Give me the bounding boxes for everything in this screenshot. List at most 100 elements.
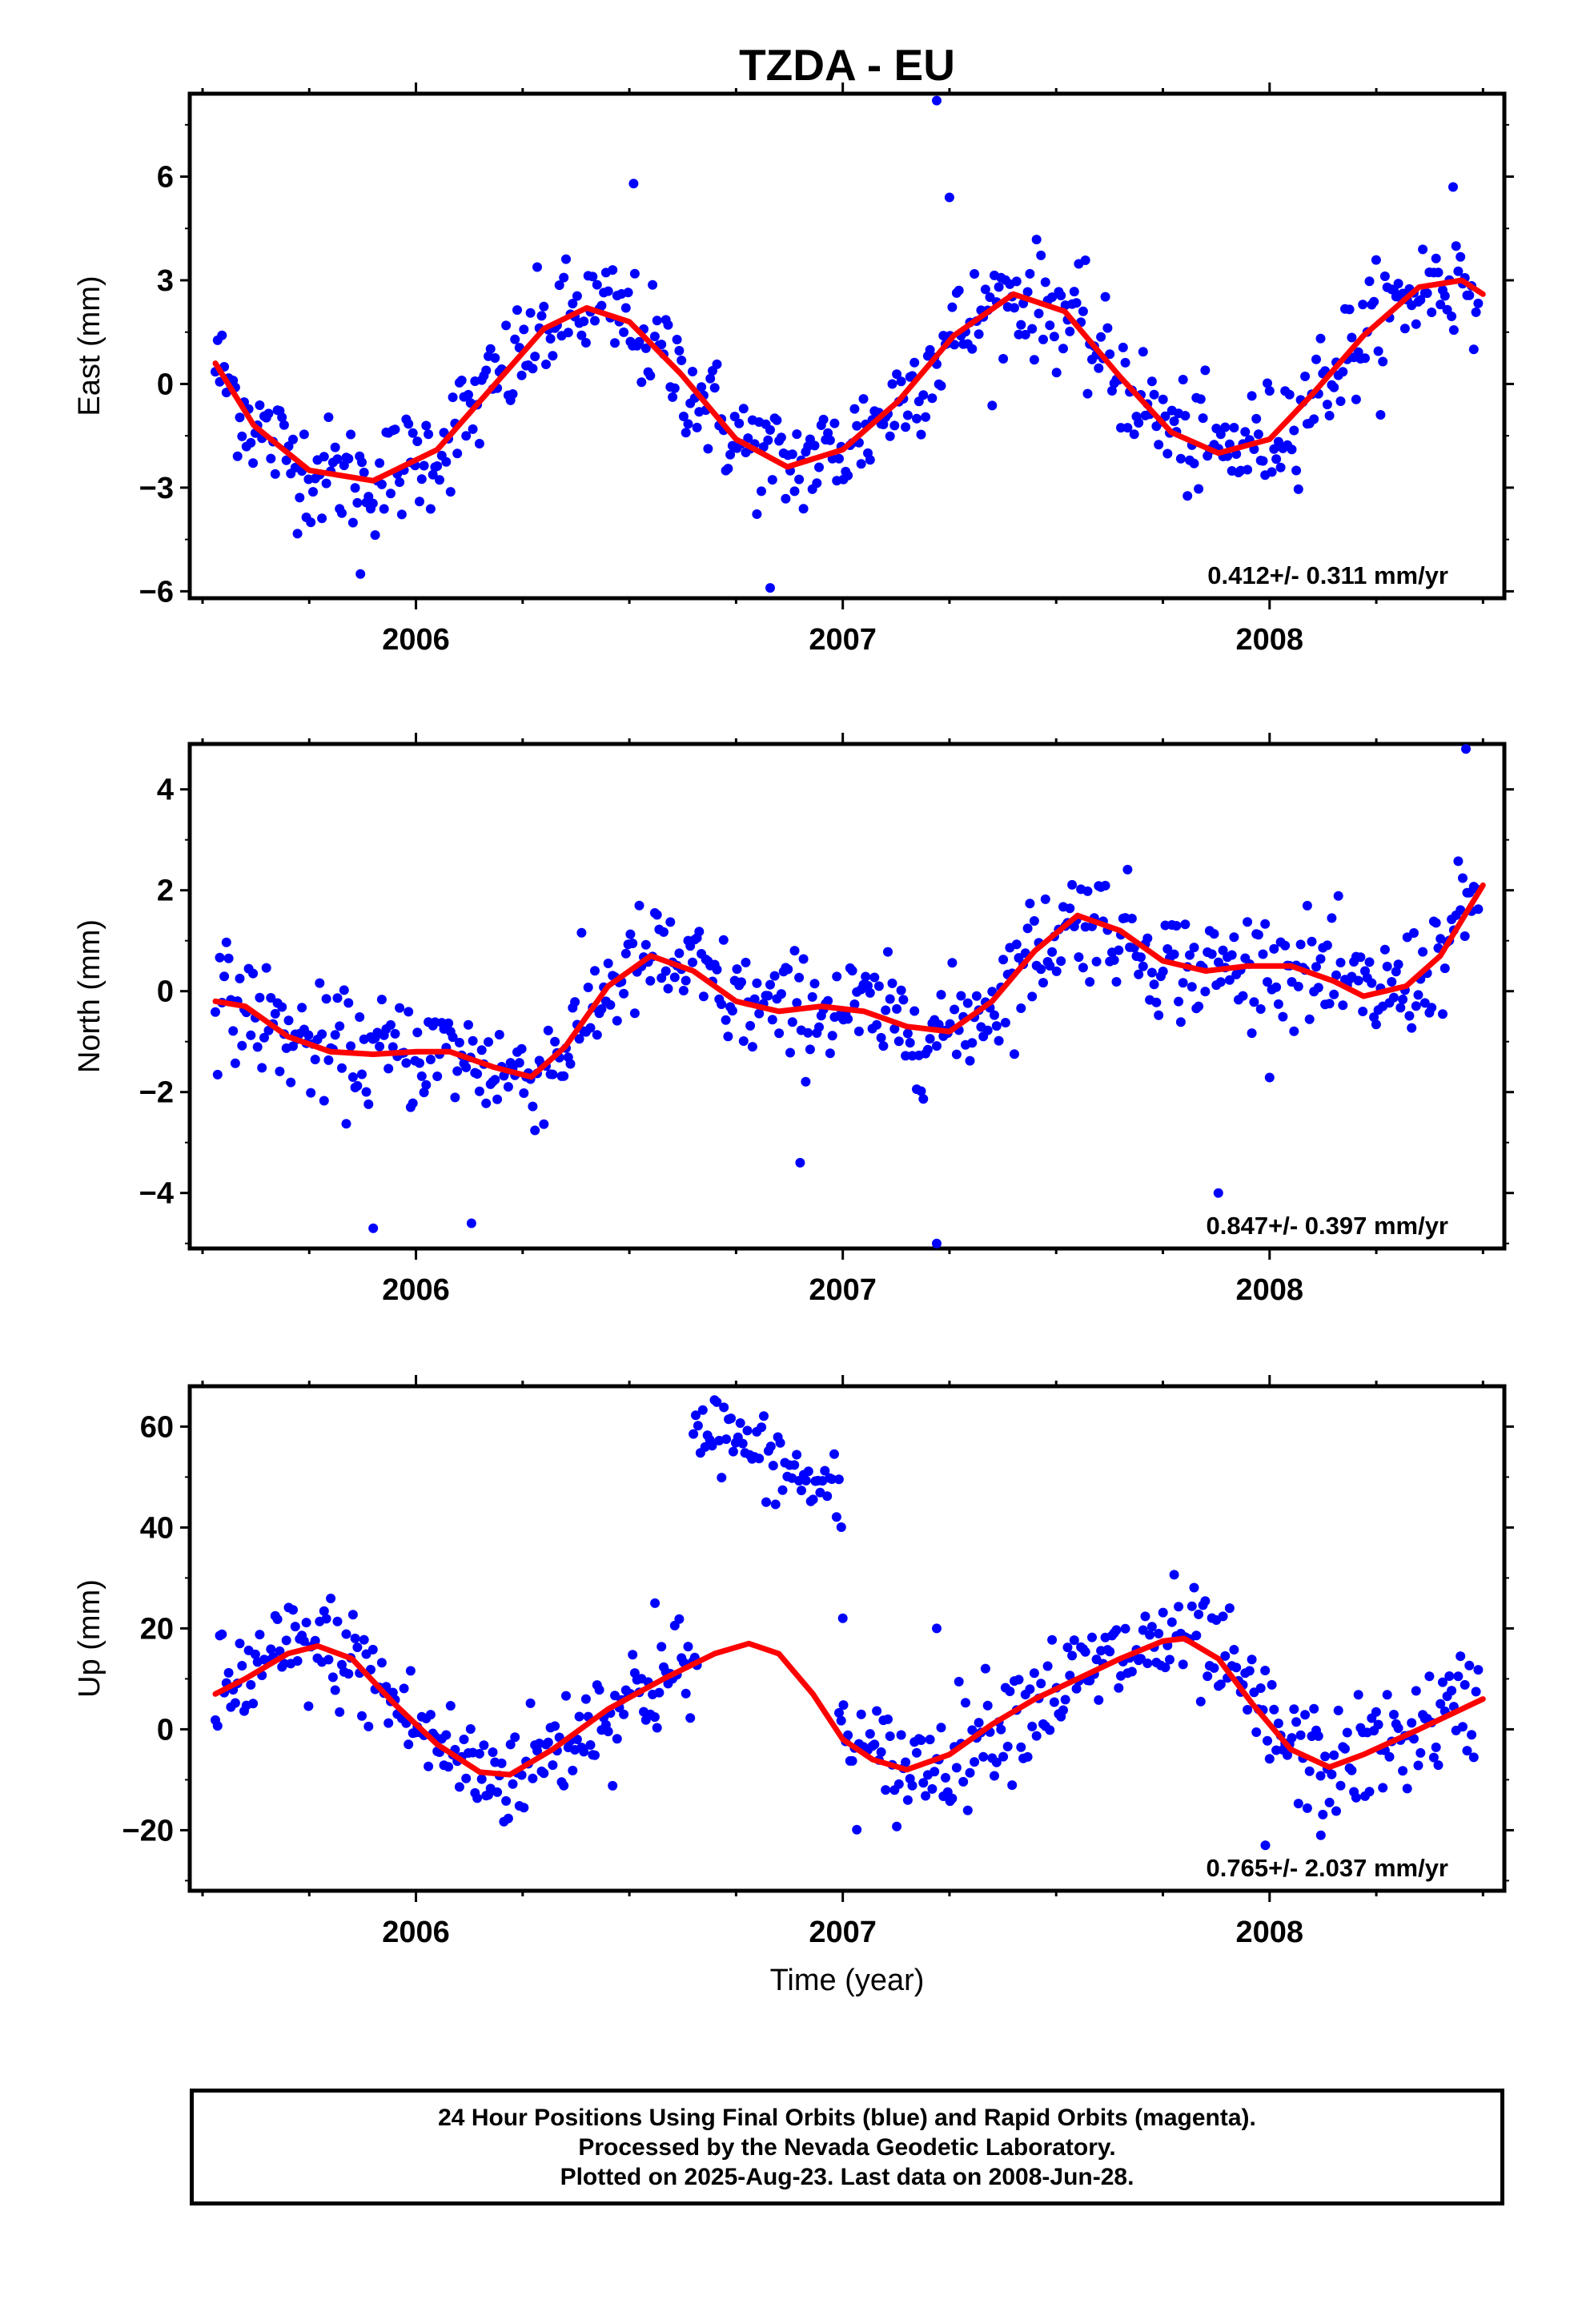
- data-point: [1451, 241, 1461, 251]
- data-point: [321, 1614, 331, 1624]
- data-point: [395, 1003, 405, 1013]
- data-point: [798, 954, 809, 964]
- data-point: [472, 1793, 483, 1803]
- data-point: [363, 1721, 374, 1731]
- data-point: [1289, 425, 1299, 436]
- data-point: [419, 1088, 429, 1098]
- data-point: [668, 392, 678, 402]
- data-point: [1320, 1751, 1331, 1762]
- data-point: [1324, 411, 1335, 420]
- data-point: [288, 1041, 298, 1051]
- data-point: [991, 1757, 1002, 1767]
- data-point: [337, 508, 347, 518]
- data-point: [827, 1031, 837, 1041]
- data-point: [1411, 319, 1421, 329]
- data-point: [1247, 1028, 1257, 1039]
- data-point: [843, 470, 853, 480]
- data-point: [798, 504, 809, 514]
- data-point: [1111, 977, 1122, 987]
- data-point: [749, 994, 760, 1004]
- data-point: [516, 370, 527, 380]
- data-point: [341, 1119, 351, 1129]
- data-point: [580, 338, 591, 348]
- data-point: [585, 1023, 596, 1033]
- data-point: [1038, 978, 1048, 988]
- data-point: [688, 367, 697, 376]
- data-point: [757, 1422, 767, 1433]
- data-point: [1267, 1679, 1277, 1690]
- data-point: [326, 1594, 336, 1603]
- data-point: [1056, 956, 1066, 967]
- data-point: [1315, 1771, 1326, 1781]
- data-point: [1071, 1683, 1082, 1694]
- data-point: [1353, 975, 1363, 986]
- data-point: [532, 262, 542, 272]
- data-point: [1460, 931, 1470, 941]
- data-point: [576, 927, 587, 938]
- data-point: [678, 986, 689, 995]
- data-point: [1087, 1632, 1097, 1642]
- data-point: [872, 1706, 882, 1716]
- data-point: [350, 483, 360, 493]
- data-point: [1027, 991, 1038, 1002]
- x-tick-label: 2007: [809, 623, 877, 657]
- data-point: [918, 390, 929, 400]
- data-point: [629, 1008, 640, 1019]
- data-point: [640, 343, 651, 353]
- data-point: [628, 1650, 638, 1660]
- plot-frame: [187, 742, 1507, 1251]
- data-point: [416, 474, 427, 485]
- data-point: [1220, 422, 1231, 432]
- rate-label: 0.412+/- 0.311 mm/yr: [1207, 561, 1448, 589]
- data-point: [248, 1699, 259, 1709]
- data-point: [1371, 1019, 1381, 1030]
- data-point: [887, 379, 897, 389]
- data-point: [1253, 930, 1263, 940]
- data-point: [1393, 279, 1403, 289]
- data-point: [1456, 905, 1466, 915]
- data-point: [317, 1029, 327, 1039]
- data-point: [1047, 1634, 1058, 1645]
- data-point: [323, 412, 334, 422]
- data-point: [596, 1004, 607, 1014]
- data-point: [807, 991, 817, 1002]
- data-point: [246, 1030, 256, 1040]
- data-point: [1287, 444, 1297, 455]
- data-point: [889, 420, 900, 431]
- data-point: [1114, 945, 1124, 955]
- data-point: [1060, 1695, 1070, 1705]
- data-point: [1324, 1797, 1335, 1807]
- data-point: [1353, 1690, 1363, 1700]
- data-point: [737, 1438, 748, 1449]
- data-point: [982, 1700, 993, 1711]
- data-point: [674, 345, 685, 356]
- data-point: [343, 1669, 354, 1679]
- data-point: [1273, 1719, 1283, 1728]
- y-tick-label: −20: [122, 1814, 174, 1848]
- data-points: [211, 744, 1484, 1248]
- data-point: [619, 1709, 629, 1719]
- data-point: [1407, 1023, 1417, 1033]
- data-point: [1000, 1018, 1010, 1027]
- data-point: [650, 1598, 661, 1608]
- data-point: [568, 1765, 578, 1775]
- data-point: [1258, 456, 1268, 466]
- data-point: [445, 487, 456, 497]
- data-point: [368, 1223, 379, 1233]
- data-point: [248, 458, 259, 468]
- data-point: [612, 1734, 622, 1744]
- data-point: [232, 451, 243, 461]
- data-point: [425, 504, 436, 514]
- data-point: [580, 1694, 591, 1704]
- up-panel: −20 0 20 40 60 2006 2007 2008 Up (mm) 0.765+/- 2.…: [73, 1375, 1514, 1949]
- data-point: [237, 1661, 247, 1671]
- data-point: [1338, 1000, 1348, 1011]
- data-point: [319, 1096, 329, 1106]
- data-point: [1311, 354, 1321, 364]
- data-point: [947, 302, 958, 312]
- data-point: [932, 1238, 942, 1248]
- data-point: [228, 1026, 239, 1036]
- data-point: [390, 1028, 400, 1039]
- data-point: [1189, 458, 1199, 468]
- data-point: [738, 1036, 749, 1046]
